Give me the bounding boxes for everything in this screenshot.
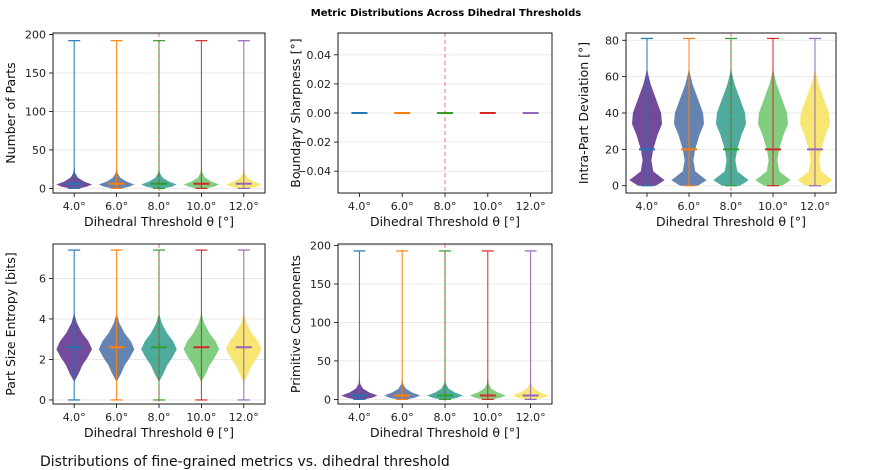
figure-title: Metric Distributions Across Dihedral Thr…: [311, 8, 581, 19]
y-tick-label: 150: [25, 67, 46, 80]
panel-4: 0 2 4 6 4.0° 6.0° 8.0° 10.0° 12.0°Dihedral Thres…: [3, 243, 266, 440]
panel-3: 0 20 40 60 80 4.0° 6.0° 8.0° 10.0° 12.0°Dihedral …: [576, 32, 837, 229]
x-tick-label: 12.0°: [800, 200, 830, 213]
y-tick-label: 40: [605, 107, 619, 120]
y-axis-label: Boundary Sharpness [°]: [288, 38, 303, 187]
axes-frame: [337, 243, 553, 405]
y-tick-label: 0.00: [307, 107, 332, 120]
y-tick-label: 0: [39, 394, 46, 407]
axes-frame: [625, 32, 837, 194]
x-tick-label: 8.0°: [720, 200, 743, 213]
x-tick-label: 8.0°: [148, 200, 171, 213]
y-tick-label: 100: [310, 316, 331, 329]
x-axis-label: Dihedral Threshold θ [°]: [84, 425, 234, 440]
y-tick-label: 0.02: [307, 78, 332, 91]
x-tick-label: 8.0°: [148, 411, 171, 424]
y-tick-label: 0: [612, 180, 619, 193]
x-tick-label: 10.0°: [473, 200, 503, 213]
y-tick-label: 0: [39, 182, 46, 195]
x-tick-label: 4.0°: [63, 200, 86, 213]
x-tick-label: 8.0°: [434, 411, 457, 424]
x-tick-label: 12.0°: [229, 200, 259, 213]
axes-frame: [52, 32, 266, 194]
y-tick-label: −0.04: [297, 165, 331, 178]
axes-frame: [337, 32, 553, 194]
x-tick-label: 6.0°: [105, 411, 128, 424]
y-tick-label: 20: [605, 143, 619, 156]
x-tick-label: 6.0°: [391, 411, 414, 424]
panel-1: 0 50 100 150 200 4.0° 6.0° 8.0° 10.0° 12.0°Dihedr…: [3, 29, 266, 229]
y-tick-label: 100: [25, 105, 46, 118]
y-axis-label: Number of Parts: [3, 62, 18, 163]
y-tick-label: −0.02: [297, 136, 331, 149]
y-tick-label: 50: [317, 355, 331, 368]
x-tick-label: 6.0°: [391, 200, 414, 213]
y-tick-label: 2: [39, 353, 46, 366]
y-tick-label: 200: [25, 29, 46, 42]
x-axis-label: Dihedral Threshold θ [°]: [370, 214, 520, 229]
x-tick-label: 6.0°: [678, 200, 701, 213]
y-axis-label: Part Size Entropy [bits]: [3, 252, 18, 395]
x-tick-label: 10.0°: [758, 200, 788, 213]
x-axis-label: Dihedral Threshold θ [°]: [84, 214, 234, 229]
x-tick-label: 6.0°: [105, 200, 128, 213]
y-tick-label: 60: [605, 71, 619, 84]
x-tick-label: 4.0°: [348, 411, 371, 424]
x-axis-label: Dihedral Threshold θ [°]: [370, 425, 520, 440]
y-tick-label: 0: [324, 393, 331, 406]
x-tick-label: 12.0°: [516, 411, 546, 424]
y-axis-label: Primitive Components: [288, 255, 303, 393]
axes-frame: [52, 243, 266, 405]
x-tick-label: 4.0°: [636, 200, 659, 213]
panel-5: 0 50 100 150 200 4.0° 6.0° 8.0° 10.0° 12.0°Dihedr…: [288, 240, 553, 440]
y-tick-label: 6: [39, 272, 46, 285]
y-tick-label: 150: [310, 278, 331, 291]
y-tick-label: 4: [39, 313, 46, 326]
y-tick-label: 200: [310, 240, 331, 253]
figure-caption: Distributions of fine-grained metrics vs…: [40, 454, 450, 470]
y-axis-label: Intra-Part Deviation [°]: [576, 42, 591, 184]
panel-2: −0.04 −0.02 0.00 0.02 0.04 4.0° 6.0° 8.0° 10.0° 1…: [288, 32, 553, 229]
x-tick-label: 12.0°: [516, 200, 546, 213]
y-tick-label: 80: [605, 34, 619, 47]
y-tick-label: 50: [32, 144, 46, 157]
x-tick-label: 4.0°: [348, 200, 371, 213]
x-tick-label: 4.0°: [63, 411, 86, 424]
x-tick-label: 10.0°: [186, 200, 216, 213]
x-tick-label: 8.0°: [434, 200, 457, 213]
x-tick-label: 10.0°: [473, 411, 503, 424]
y-tick-label: 0.04: [307, 49, 332, 62]
x-tick-label: 10.0°: [186, 411, 216, 424]
x-tick-label: 12.0°: [229, 411, 259, 424]
x-axis-label: Dihedral Threshold θ [°]: [656, 214, 806, 229]
